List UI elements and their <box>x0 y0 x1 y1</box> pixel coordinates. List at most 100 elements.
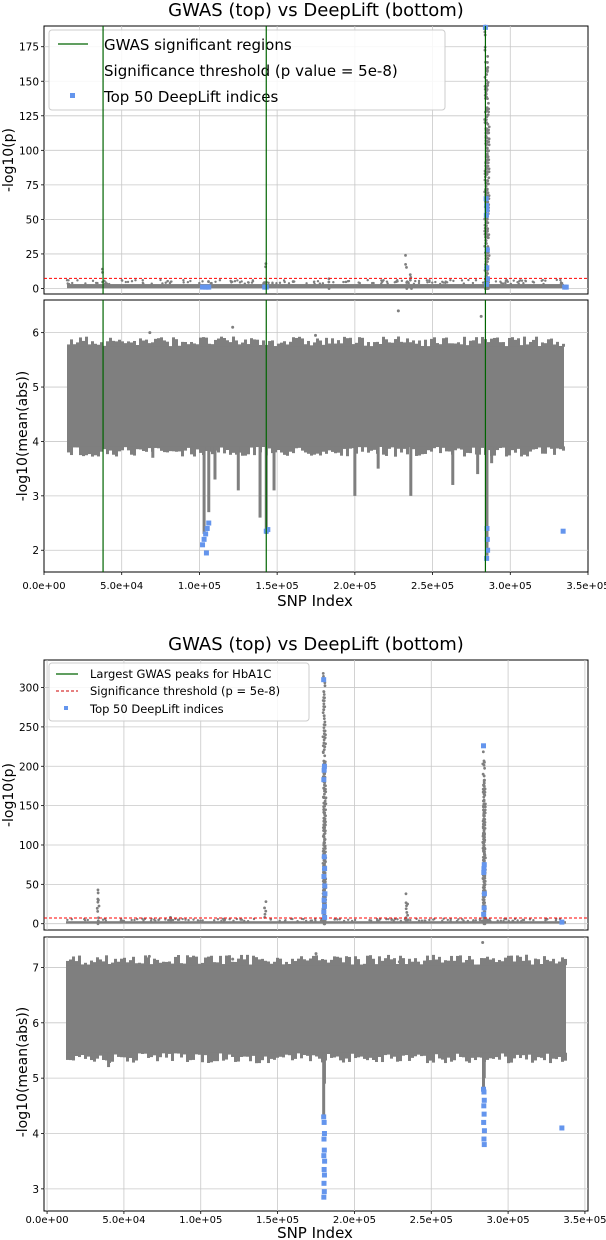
y-tick-label: 2 <box>32 545 39 557</box>
gwas-point <box>322 863 326 867</box>
gwas-point <box>486 54 490 58</box>
deeplift-edge <box>460 446 463 450</box>
gwas-point <box>487 158 491 162</box>
deeplift-band <box>67 346 564 447</box>
gwas-point <box>559 282 563 285</box>
deeplift-edge <box>564 1052 567 1061</box>
gwas-point <box>323 802 327 806</box>
deeplift-edge <box>174 956 177 966</box>
figure-2-legend-green-line-label: Largest GWAS peaks for HbA1C <box>90 667 271 681</box>
deeplift-edge <box>103 345 106 347</box>
deeplift-edge <box>477 1052 480 1058</box>
gwas-point <box>305 282 308 285</box>
deeplift-edge <box>522 960 525 966</box>
gwas-point <box>449 278 452 282</box>
deeplift-edge <box>282 1052 285 1058</box>
deeplift-edge <box>267 961 270 966</box>
gwas-point <box>323 838 327 841</box>
gwas-point <box>323 828 327 832</box>
gwas-point <box>483 793 487 797</box>
deeplift-edge <box>465 959 468 966</box>
deeplift-edge <box>270 963 273 966</box>
deeplift-edge <box>100 446 103 452</box>
gwas-point <box>169 920 173 924</box>
gwas-point <box>161 282 164 285</box>
gwas-point <box>159 278 162 282</box>
gwas-point <box>291 280 295 283</box>
deeplift-edge <box>327 962 330 966</box>
deeplift-edge <box>169 446 172 452</box>
deeplift-edge <box>69 1052 72 1061</box>
deeplift-edge <box>379 343 382 347</box>
deeplift-edge <box>283 341 286 347</box>
top50-point <box>321 873 327 879</box>
deeplift-edge <box>126 962 129 966</box>
deeplift-edge <box>546 959 549 966</box>
gwas-point <box>396 918 399 921</box>
deeplift-edge <box>373 342 376 347</box>
deeplift-edge <box>309 958 312 966</box>
deeplift-edge <box>552 1052 555 1059</box>
gwas-point <box>482 824 486 827</box>
deeplift-edge <box>559 446 562 450</box>
deeplift-edge <box>505 346 508 347</box>
gwas-point <box>96 919 100 923</box>
deeplift-edge <box>522 1052 525 1056</box>
deeplift-edge <box>508 446 511 456</box>
deeplift-edge <box>561 1052 564 1062</box>
gwas-point <box>322 760 326 763</box>
gwas-point <box>420 919 424 922</box>
deeplift-edge <box>390 959 393 966</box>
top50-point <box>321 1119 327 1125</box>
deeplift-edge <box>156 1052 159 1062</box>
gwas-point <box>481 790 485 794</box>
top50-point <box>485 547 491 553</box>
y-tick-label: 300 <box>19 683 39 695</box>
x-tick-label: 0.0e+00 <box>22 581 65 592</box>
deeplift-edge <box>195 1052 198 1055</box>
gwas-point <box>130 280 134 283</box>
top50-point <box>484 247 490 253</box>
deeplift-edge <box>319 446 322 456</box>
figure-2-xlabel: SNP Index <box>277 1224 353 1240</box>
deeplift-edge <box>355 342 358 347</box>
gwas-point <box>95 906 99 910</box>
deeplift-edge <box>322 344 325 347</box>
x-tick-label: 2.5e+05 <box>410 1215 453 1226</box>
deeplift-edge <box>241 342 244 347</box>
deeplift-edge <box>526 344 529 347</box>
deeplift-edge <box>474 1052 477 1061</box>
gwas-point <box>385 918 388 921</box>
gwas-point <box>504 918 508 921</box>
gwas-point <box>520 279 524 282</box>
deeplift-edge <box>312 955 315 966</box>
deeplift-edge <box>102 1052 105 1061</box>
figure-2-legend-threshold-label: Significance threshold (p = 5e-8) <box>90 684 280 698</box>
deeplift-outlier <box>397 960 401 964</box>
gwas-point <box>380 282 383 285</box>
y-tick-label: 75 <box>26 180 39 192</box>
gwas-point <box>232 919 235 922</box>
deeplift-edge <box>441 962 444 966</box>
deeplift-edge <box>475 337 478 347</box>
deeplift-edge <box>493 446 496 456</box>
gwas-point <box>322 835 326 839</box>
gwas-point <box>149 919 153 922</box>
gwas-point <box>485 230 489 233</box>
gwas-point <box>482 880 486 884</box>
deeplift-edge <box>394 446 397 457</box>
gwas-point <box>466 919 470 923</box>
gwas-point <box>278 281 282 285</box>
y-tick-label: 100 <box>19 145 39 157</box>
deeplift-edge <box>397 336 400 347</box>
deeplift-edge <box>541 446 544 454</box>
deeplift-edge <box>496 446 499 451</box>
deeplift-edge <box>136 446 139 450</box>
gwas-point <box>478 919 482 922</box>
deeplift-edge <box>87 1052 90 1057</box>
top50-point <box>481 1111 487 1117</box>
deeplift-edge <box>385 339 388 347</box>
gwas-point <box>441 919 444 923</box>
gwas-point <box>486 161 490 165</box>
gwas-point <box>433 917 436 921</box>
